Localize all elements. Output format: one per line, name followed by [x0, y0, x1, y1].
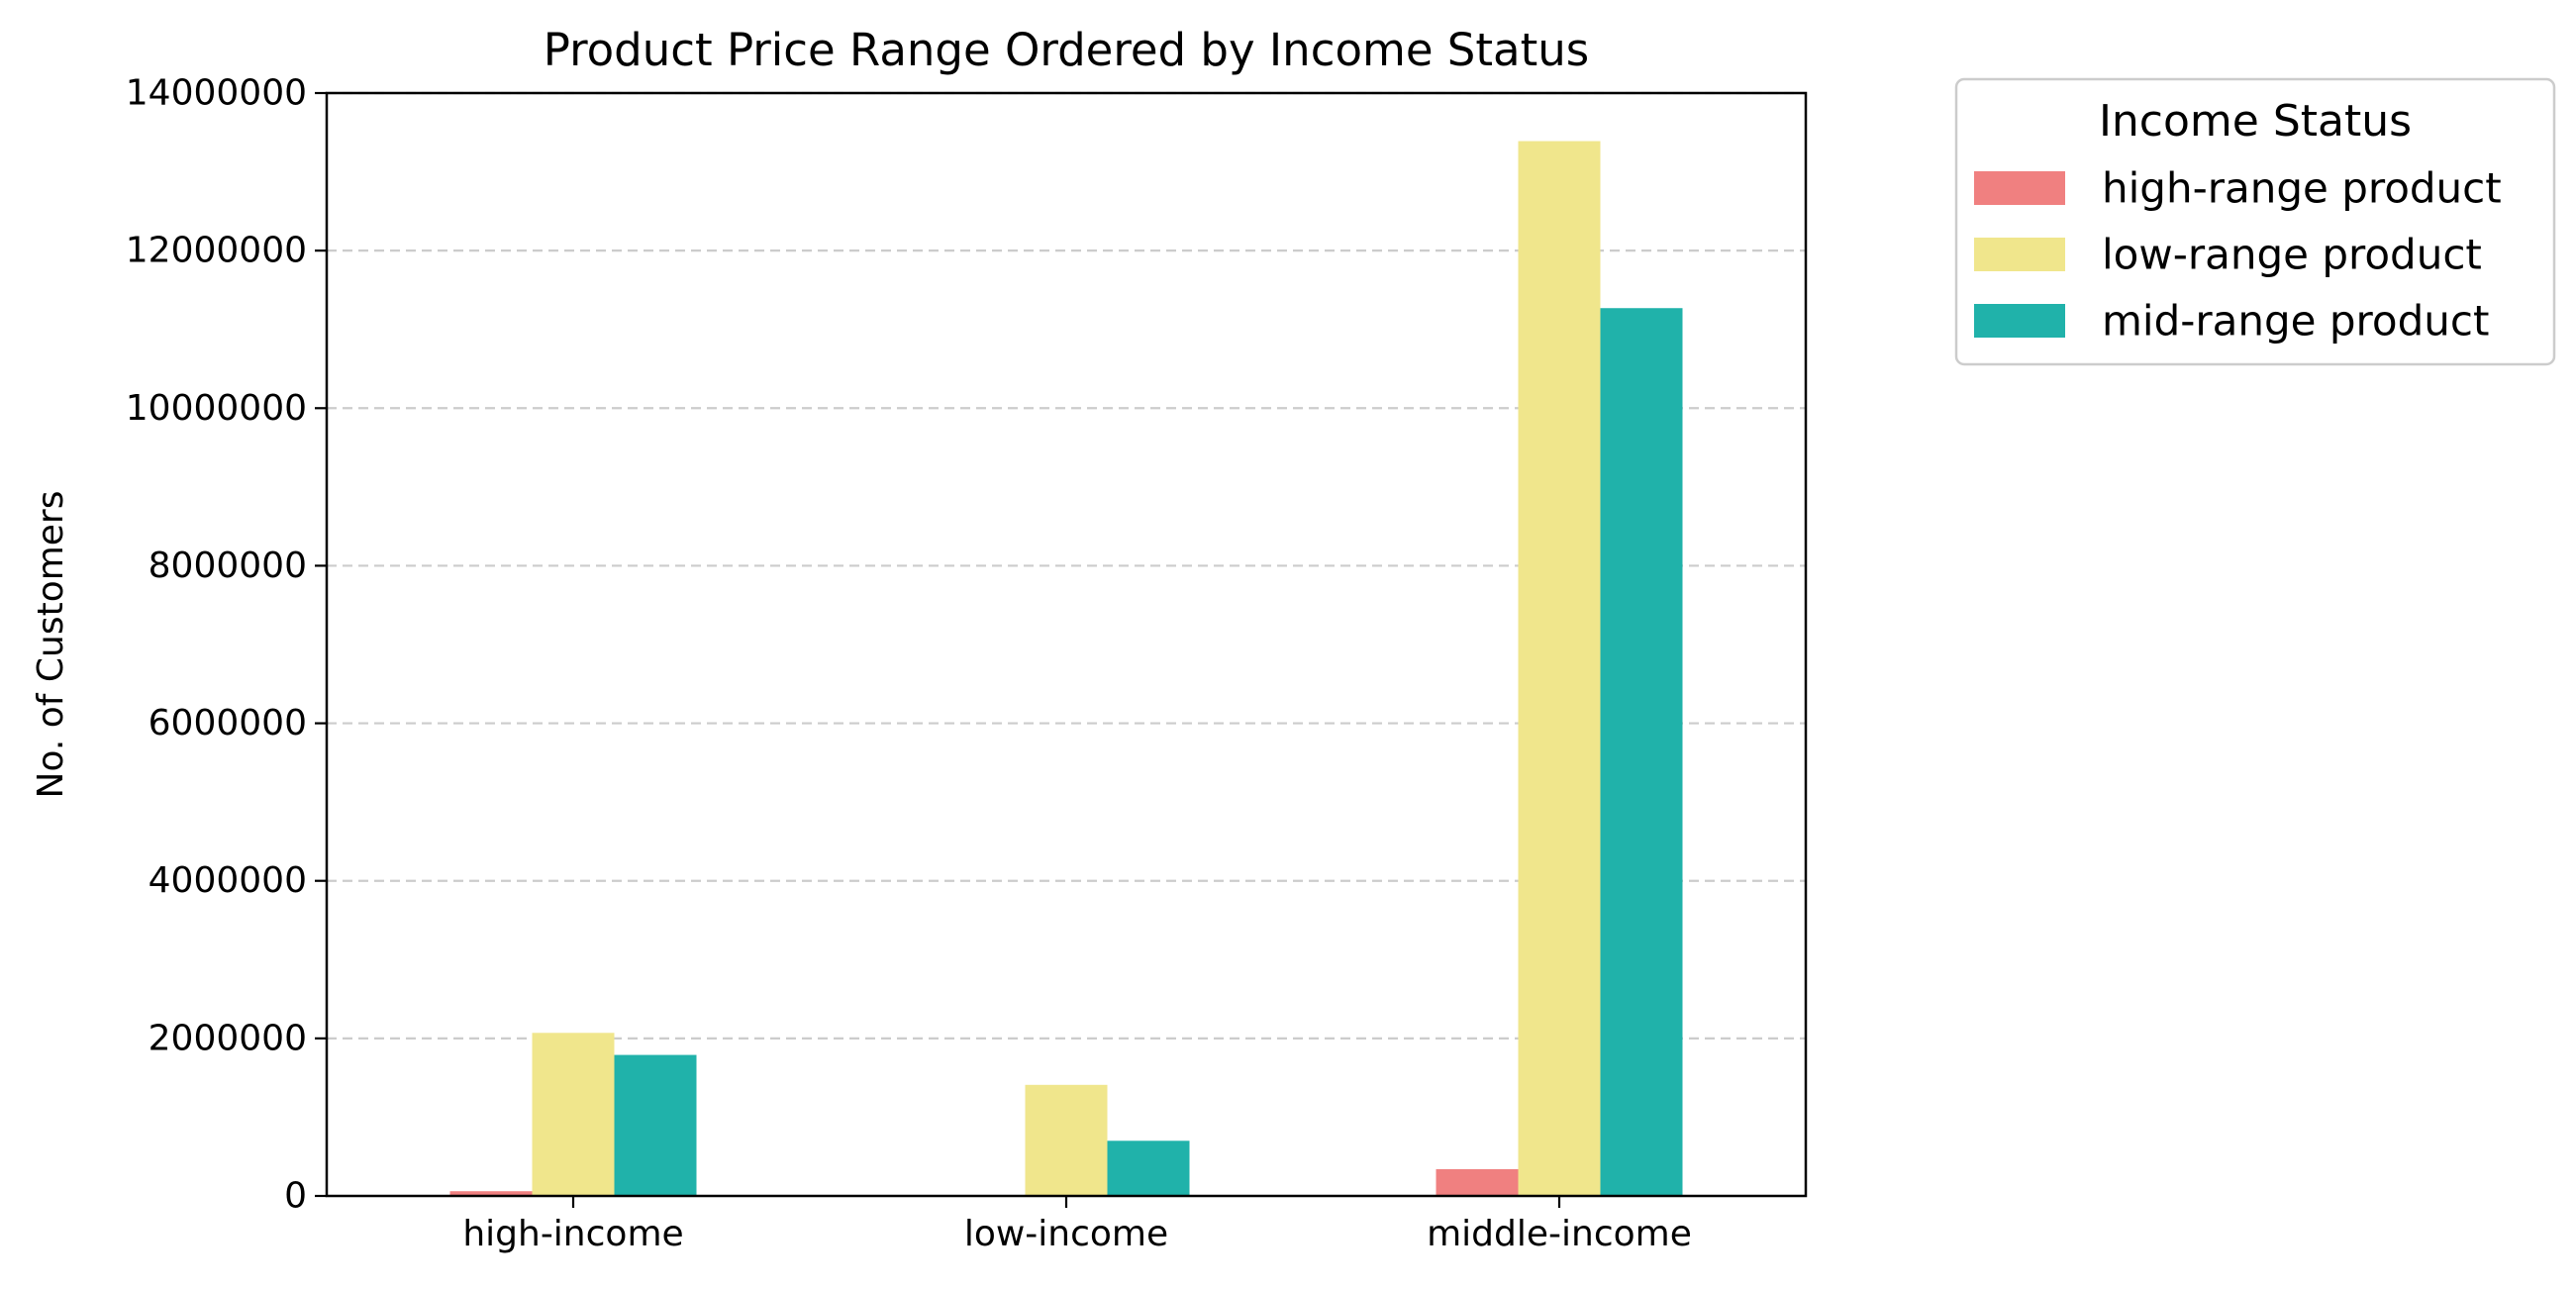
bar-middle-income-low-range-product — [1518, 141, 1601, 1196]
bar-high-income-low-range-product — [532, 1033, 615, 1196]
chart-title: Product Price Range Ordered by Income St… — [544, 24, 1589, 76]
legend-items: high-range product low-range product mid-r… — [1974, 164, 2502, 346]
y-tick-label: 0 — [284, 1176, 307, 1217]
y-axis-label: No. of Customers — [31, 491, 71, 799]
y-tick-label: 6000000 — [149, 703, 307, 744]
y-tick-label: 2000000 — [149, 1018, 307, 1058]
y-tick-label: 10000000 — [126, 388, 307, 429]
y-tick-label: 4000000 — [149, 860, 307, 901]
bar-middle-income-high-range-product — [1436, 1168, 1519, 1196]
bars — [449, 141, 1683, 1197]
bar-low-income-low-range-product — [1025, 1084, 1108, 1196]
legend-swatch — [1974, 238, 2065, 271]
bar-middle-income-mid-range-product — [1600, 308, 1683, 1197]
y-tick-label: 8000000 — [149, 545, 307, 586]
legend-label: mid-range product — [2102, 297, 2489, 346]
legend-label: low-range product — [2102, 231, 2482, 279]
legend-label: high-range product — [2102, 164, 2502, 213]
legend-frame — [1954, 77, 2556, 366]
x-tick-label: high-income — [462, 1214, 683, 1254]
bar-high-income-mid-range-product — [614, 1054, 697, 1196]
x-tick-label: low-income — [964, 1214, 1168, 1254]
legend: Income Status high-range product low-rang… — [1954, 77, 2556, 366]
legend-title: Income Status — [2099, 96, 2412, 147]
y-tick-label: 14000000 — [126, 73, 307, 114]
y-axis: 0 2000000 4000000 6000000 8000000 10000000 120… — [126, 73, 327, 1217]
x-axis: high-income low-income middle-income — [462, 1196, 1692, 1254]
bar-low-income-mid-range-product — [1107, 1140, 1190, 1196]
y-tick-label: 12000000 — [126, 231, 307, 271]
legend-swatch — [1974, 304, 2065, 338]
bar-high-income-high-range-product — [449, 1191, 533, 1196]
legend-swatch — [1974, 171, 2065, 205]
x-tick-label: middle-income — [1427, 1214, 1692, 1254]
